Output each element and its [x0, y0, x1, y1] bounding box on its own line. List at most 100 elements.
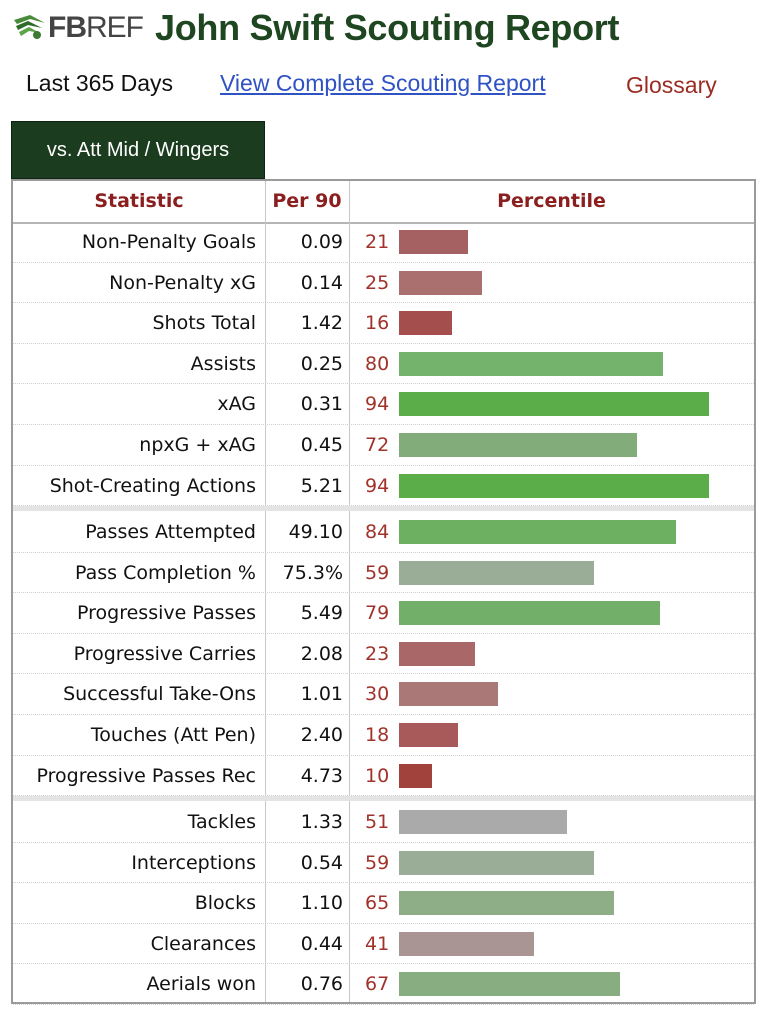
percentile-value: 30: [365, 683, 390, 706]
percentile-value: 67: [365, 973, 390, 996]
per90-value: 0.31: [300, 393, 343, 416]
tab-att-mid-wingers[interactable]: vs. Att Mid / Wingers: [11, 121, 265, 179]
logo-ref-text: REF: [86, 11, 144, 44]
statistic-label: Assists: [190, 352, 256, 375]
percentile-bar: [399, 520, 676, 544]
table-header: Statistic Per 90 Percentile: [13, 181, 754, 224]
per90-value: 75.3%: [282, 561, 343, 584]
period-label: Last 365 Days: [26, 70, 174, 96]
group-separator: [13, 796, 754, 802]
column-header-per90[interactable]: Per 90: [272, 190, 342, 212]
percentile-value: 21: [365, 231, 390, 253]
per90-value: 1.42: [300, 312, 343, 335]
view-complete-report-link[interactable]: View Complete Scouting Report: [220, 70, 546, 96]
percentile-bar: [399, 682, 498, 707]
column-divider: [349, 181, 350, 1002]
percentile-bar: [399, 270, 482, 295]
fbref-leaf-icon: [14, 15, 45, 39]
per90-value: 0.44: [300, 932, 343, 955]
table-row: Progressive Passes 5.49 79: [13, 593, 754, 634]
table-row: Assists 0.25 80: [13, 344, 754, 385]
column-header-percentile[interactable]: Percentile: [497, 190, 606, 212]
percentile-value: 94: [365, 393, 390, 416]
table-row: Clearances 0.44 41: [13, 924, 754, 965]
table-row: Progressive Passes Rec 4.73 10: [13, 756, 754, 797]
statistic-label: Progressive Passes Rec: [36, 764, 257, 787]
percentile-value: 51: [365, 811, 390, 833]
table-row: xAG 0.31 94: [13, 384, 754, 425]
per90-value: 0.54: [300, 851, 343, 874]
table-row: Shot-Creating Actions 5.21 94: [13, 466, 754, 507]
group-separator: [13, 506, 754, 512]
percentile-value: 65: [365, 892, 390, 915]
page-title: John Swift Scouting Report: [155, 7, 620, 48]
table-row: Non-Penalty xG 0.14 25: [13, 263, 754, 304]
glossary-link[interactable]: Glossary: [626, 72, 717, 98]
percentile-bar: [399, 473, 709, 498]
column-header-statistic[interactable]: Statistic: [94, 190, 184, 212]
percentile-value: 16: [365, 312, 390, 335]
per90-value: 49.10: [288, 521, 343, 543]
percentile-value: 18: [365, 724, 390, 746]
table-row: npxG + xAG 0.45 72: [13, 425, 754, 466]
per90-value: 1.33: [300, 811, 343, 833]
percentile-bar: [399, 560, 594, 585]
per90-value: 1.01: [300, 683, 343, 706]
per90-value: 4.73: [300, 764, 343, 787]
statistic-label: Pass Completion %: [74, 561, 256, 584]
per90-value: 0.25: [300, 352, 343, 375]
logo-fb-text: FB: [48, 11, 87, 44]
percentile-value: 23: [365, 642, 390, 665]
statistic-label: Clearances: [150, 932, 256, 955]
table-row: Passes Attempted 49.10 84: [13, 512, 754, 553]
percentile-value: 41: [365, 932, 390, 955]
table-row: Progressive Carries 2.08 23: [13, 634, 754, 675]
percentile-value: 10: [365, 764, 390, 787]
statistic-label: Successful Take-Ons: [63, 683, 256, 706]
statistic-label: Tackles: [187, 811, 256, 833]
table-row: Touches (Att Pen) 2.40 18: [13, 715, 754, 756]
statistic-label: Passes Attempted: [85, 521, 256, 543]
table-row: Shots Total 1.42 16: [13, 303, 754, 344]
percentile-bar: [399, 810, 567, 834]
table-row: Non-Penalty Goals 0.09 21: [13, 222, 754, 263]
statistic-label: Shots Total: [152, 312, 257, 335]
percentile-value: 79: [365, 602, 390, 625]
percentile-bar: [399, 931, 534, 956]
per90-value: 0.45: [300, 434, 343, 456]
percentile-bar: [399, 972, 620, 997]
column-divider: [265, 181, 266, 1002]
percentile-bar: [399, 723, 458, 747]
percentile-value: 84: [365, 521, 390, 543]
percentile-value: 94: [365, 474, 390, 497]
per90-value: 1.10: [300, 892, 343, 915]
percentile-value: 59: [365, 561, 390, 584]
percentile-value: 72: [365, 434, 390, 456]
percentile-value: 80: [365, 352, 390, 375]
statistic-label: Progressive Passes: [77, 602, 256, 625]
percentile-bar: [399, 641, 475, 666]
statistic-label: npxG + xAG: [139, 434, 256, 456]
fbref-logo[interactable]: FB REF: [14, 11, 144, 45]
per90-value: 5.21: [300, 474, 343, 497]
statistic-label: Non-Penalty Goals: [81, 231, 256, 253]
per90-value: 5.49: [300, 602, 343, 625]
percentile-bar: [399, 891, 614, 916]
percentile-bar: [399, 850, 594, 875]
statistic-label: Non-Penalty xG: [109, 271, 256, 294]
statistic-label: Progressive Carries: [73, 642, 256, 665]
percentile-bar: [399, 311, 452, 336]
table-row: Interceptions 0.54 59: [13, 843, 754, 884]
per90-value: 2.08: [300, 642, 343, 665]
percentile-bar: [399, 433, 637, 457]
percentile-bar: [399, 392, 709, 417]
statistic-label: Blocks: [194, 892, 256, 915]
percentile-value: 25: [365, 271, 390, 294]
statistic-label: Interceptions: [131, 851, 256, 874]
table-row: Tackles 1.33 51: [13, 802, 754, 843]
table-row: Aerials won 0.76 67: [13, 964, 754, 1005]
statistic-label: Shot-Creating Actions: [49, 474, 256, 497]
statistic-label: xAG: [217, 393, 256, 416]
statistic-label: Aerials won: [146, 973, 256, 996]
per90-value: 0.14: [300, 271, 343, 294]
